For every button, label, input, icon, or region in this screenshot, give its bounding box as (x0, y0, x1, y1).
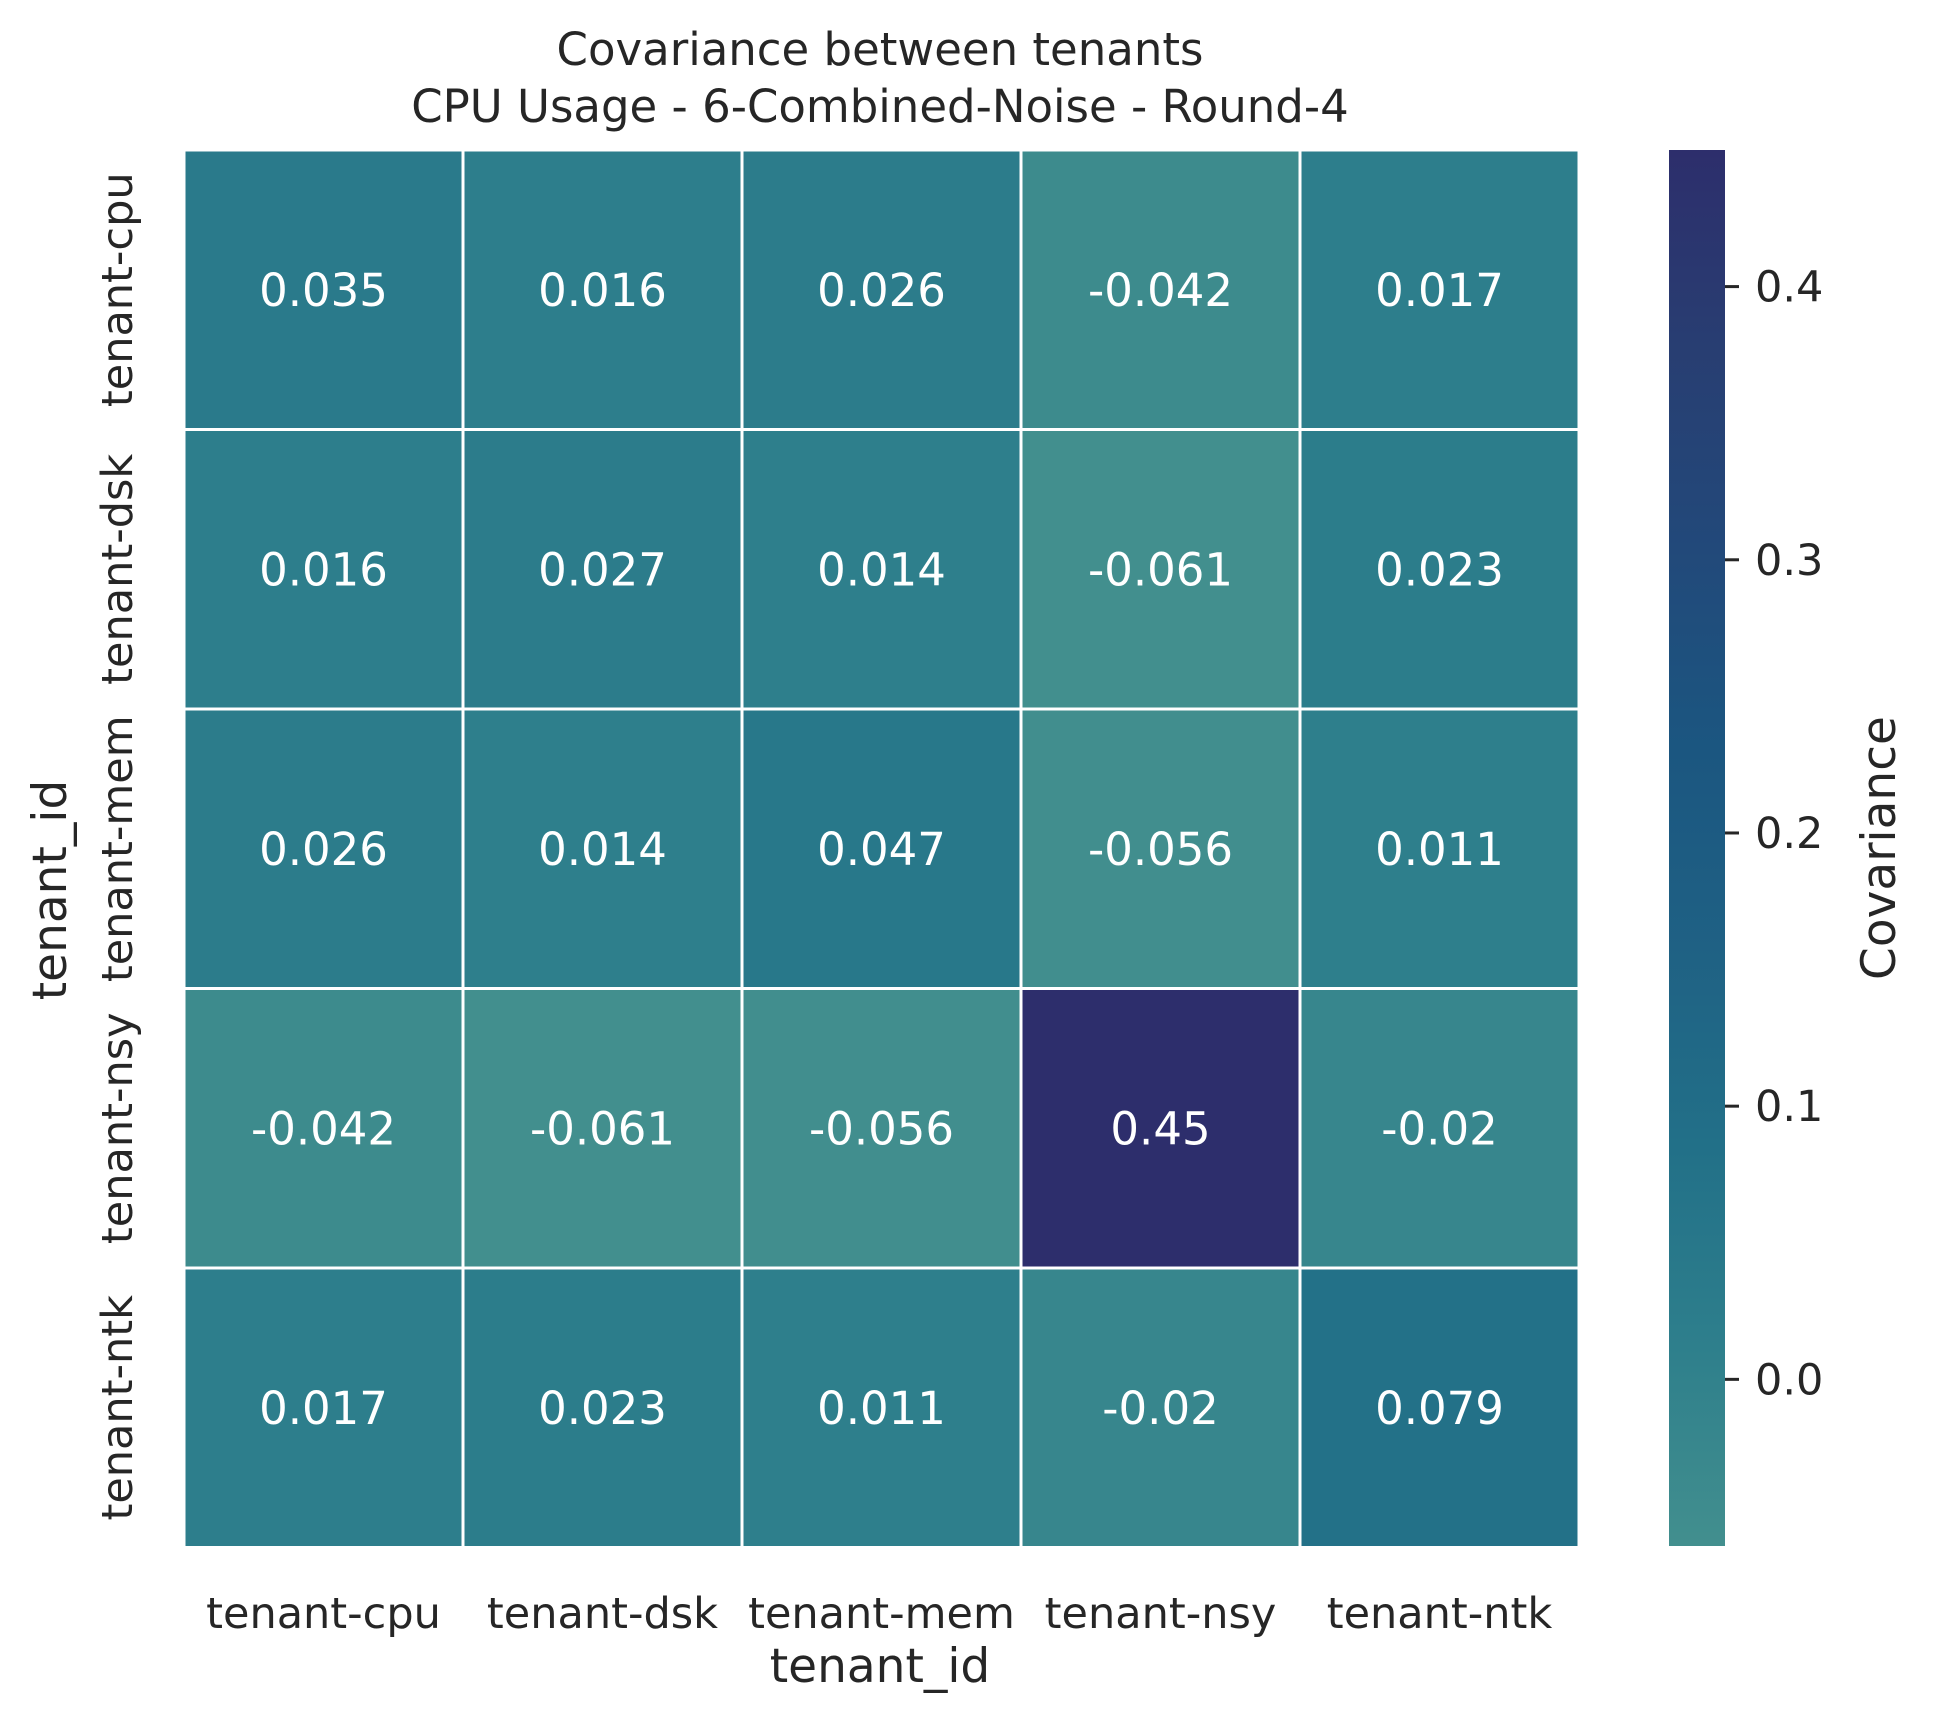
x-tick-labels: tenant-cpu tenant-dsk tenant-mem tenant-nsy… (206, 1589, 1552, 1639)
cell-value-label: -0.056 (1088, 823, 1233, 876)
colorbar-tick-label: 0.0 (1755, 1355, 1823, 1405)
heatmap-cell (182, 1266, 465, 1549)
y-tick-label: tenant-ntk (93, 1295, 143, 1521)
heatmap-cells (182, 148, 1581, 1549)
heatmap-cell (1298, 707, 1581, 990)
cell-value-label: 0.023 (538, 1382, 667, 1435)
heatmap-cell (740, 1266, 1023, 1549)
heatmap-cell (1019, 148, 1302, 431)
heatmap-cell (1019, 428, 1302, 711)
chart-subtitle: CPU Usage - 6-Combined-Noise - Round-4 (411, 80, 1349, 133)
heatmap-cell (461, 148, 744, 431)
x-tick-label: tenant-cpu (206, 1589, 441, 1639)
cell-value-label: 0.023 (1375, 543, 1504, 596)
cell-value-label: -0.056 (809, 1102, 954, 1155)
cell-value-label: 0.45 (1110, 1102, 1210, 1155)
heatmap-cell (740, 707, 1023, 990)
cell-value-label: 0.014 (817, 543, 946, 596)
y-tick-label: tenant-mem (93, 715, 143, 982)
y-axis-label: tenant_id (23, 780, 78, 1001)
cell-value-label: 0.026 (817, 264, 946, 317)
colorbar-tick-label: 0.4 (1755, 263, 1823, 313)
heatmap-cell (182, 987, 465, 1270)
heatmap-cell (1019, 1266, 1302, 1549)
x-tick-label: tenant-nsy (1045, 1589, 1277, 1639)
cell-value-label: 0.014 (538, 823, 667, 876)
heatmap-cell (1298, 428, 1581, 711)
cell-value-label: 0.079 (1375, 1382, 1504, 1435)
cell-value-label: 0.047 (817, 823, 946, 876)
cell-value-label: 0.011 (1375, 823, 1504, 876)
heatmap-cell (740, 987, 1023, 1270)
heatmap-cell (461, 707, 744, 990)
y-tick-labels: tenant-cpu tenant-dsk tenant-mem tenant-nsy… (93, 172, 143, 1520)
heatmap-cell-labels: 0.035 0.016 0.026 -0.042 0.017 0.016 0.027 0.01… (251, 264, 1504, 1435)
heatmap-cell (1019, 987, 1302, 1270)
x-tick-label: tenant-mem (748, 1589, 1015, 1639)
cell-value-label: 0.017 (1375, 264, 1504, 317)
x-axis-label: tenant_id (770, 1639, 991, 1694)
cell-value-label: 0.017 (259, 1382, 388, 1435)
cell-value-label: 0.026 (259, 823, 388, 876)
colorbar-ticks: 0.0 0.1 0.2 0.3 0.4 (1725, 263, 1823, 1405)
cell-value-label: -0.042 (1088, 264, 1233, 317)
heatmap-cell (1019, 707, 1302, 990)
heatmap-cell (461, 428, 744, 711)
colorbar-tick-label: 0.2 (1755, 809, 1823, 859)
heatmap-cell (182, 148, 465, 431)
y-tick-label: tenant-nsy (93, 1012, 143, 1244)
colorbar-tick-label: 0.3 (1755, 536, 1823, 586)
y-tick-label: tenant-cpu (93, 172, 143, 407)
x-tick-label: tenant-ntk (1327, 1589, 1553, 1639)
heatmap-cell (1298, 1266, 1581, 1549)
x-tick-label: tenant-dsk (487, 1589, 718, 1639)
heatmap-cell (740, 428, 1023, 711)
colorbar-tick-label: 0.1 (1755, 1082, 1823, 1132)
cell-value-label: -0.061 (1088, 543, 1233, 596)
colorbar-label: Covariance (1852, 716, 1907, 980)
y-tick-label: tenant-dsk (93, 454, 143, 685)
heatmap-cell (461, 987, 744, 1270)
colorbar (1669, 150, 1725, 1546)
cell-value-label: -0.02 (1102, 1382, 1218, 1435)
heatmap-cell (740, 148, 1023, 431)
cell-value-label: 0.027 (538, 543, 667, 596)
heatmap-cell (1298, 987, 1581, 1270)
cell-value-label: -0.02 (1381, 1102, 1497, 1155)
cell-value-label: -0.042 (251, 1102, 396, 1155)
cell-value-label: -0.061 (530, 1102, 675, 1155)
cell-value-label: 0.035 (259, 264, 388, 317)
cell-value-label: 0.016 (259, 543, 388, 596)
chart-title: Covariance between tenants (557, 23, 1204, 76)
cell-value-label: 0.011 (817, 1382, 946, 1435)
cell-value-label: 0.016 (538, 264, 667, 317)
heatmap-cell (461, 1266, 744, 1549)
